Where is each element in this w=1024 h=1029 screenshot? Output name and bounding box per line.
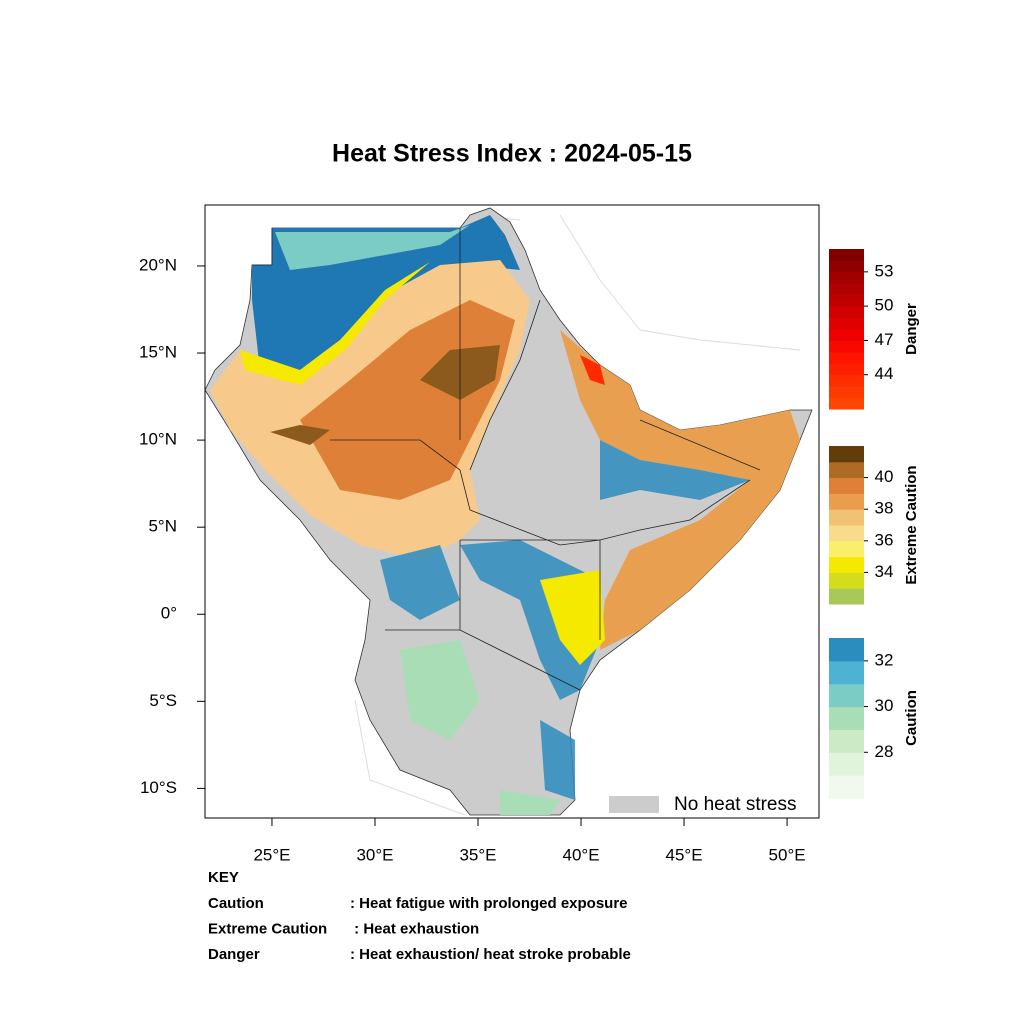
colorbar-band — [829, 660, 864, 685]
y-tick-label: 20°N — [139, 255, 177, 274]
colorbar-band — [829, 329, 864, 341]
colorbar-band — [829, 446, 864, 463]
y-tick-label: 10°S — [140, 778, 177, 797]
key-term: Caution — [208, 895, 264, 912]
colorbar-tick-label: 53 — [875, 261, 894, 280]
x-tick-label: 35°E — [459, 845, 496, 864]
key-description: : Heat fatigue with prolonged exposure — [350, 895, 628, 912]
danger-coast — [580, 355, 605, 385]
colorbar-title: Danger — [903, 303, 920, 355]
colorbar-title: Caution — [903, 690, 920, 746]
colorbar-band — [829, 540, 864, 558]
colorbar-band — [829, 271, 864, 284]
x-tick-label: 40°E — [563, 845, 600, 864]
colorbar-band — [829, 572, 864, 589]
extreme-caution-horn — [560, 330, 800, 650]
colorbar-band — [829, 638, 864, 662]
colorbar-tick-label: 47 — [875, 330, 894, 349]
colorbar-band — [829, 340, 864, 353]
colorbar-band — [829, 775, 864, 799]
plot-frame — [204, 204, 820, 819]
y-tick-label: 5°S — [149, 691, 177, 710]
key: KEY Caution : Heat fatigue with prolonged … — [208, 869, 631, 963]
colorbar-band — [829, 294, 864, 307]
colorbar-band — [829, 351, 864, 364]
colorbar-band — [829, 752, 864, 776]
key-title: KEY — [208, 869, 239, 886]
colorbar-band — [829, 556, 864, 573]
colorbar-band — [829, 477, 864, 494]
colorbar-tick-label: 44 — [875, 364, 894, 383]
colorbars: 53 50 47 44 Danger 40 38 36 34 Extreme Caution 32 3… — [829, 249, 920, 799]
caution-tanzania — [400, 640, 560, 815]
colorbar-band — [829, 588, 864, 605]
colorbar-band — [829, 260, 864, 273]
x-tick-label: 25°E — [253, 845, 290, 864]
colorbar-tick-label: 28 — [875, 742, 894, 761]
colorbar-tick-label: 50 — [875, 296, 894, 315]
colorbar-band — [829, 706, 864, 730]
borders — [252, 228, 761, 691]
key-term: Danger — [208, 946, 260, 963]
key-description: : Heat exhaustion/ heat stroke probable — [350, 946, 631, 963]
x-tick-label: 30°E — [356, 845, 393, 864]
colorbar-tick-label: 38 — [875, 499, 894, 518]
colorbar-band — [829, 374, 864, 387]
yellow-band — [240, 262, 430, 385]
colorbar-tick-label: 40 — [875, 467, 894, 486]
colorbar-band — [829, 525, 864, 542]
colorbar-band — [829, 306, 864, 319]
y-tick-label: 5°N — [148, 517, 177, 536]
key-term: Extreme Caution — [208, 920, 327, 937]
colorbar-tick-label: 36 — [875, 530, 894, 549]
map — [205, 207, 813, 816]
yellow-kenya — [540, 570, 605, 665]
colorbar-band — [829, 283, 864, 296]
colorbar-title: Extreme Caution — [903, 465, 920, 584]
colorbar-tick-label: 32 — [875, 650, 894, 669]
y-tick-label: 0° — [161, 604, 177, 623]
colorbar-band — [829, 386, 864, 399]
axes: 25°E 30°E 35°E 40°E 45°E 50°E 20°N 15°N 10°N 5°N 0… — [139, 255, 806, 864]
x-tick-label: 50°E — [769, 845, 806, 864]
no-stress-label: No heat stress — [674, 794, 797, 815]
no-stress-swatch — [609, 796, 659, 813]
colorbar-band — [829, 397, 864, 410]
colorbar-band — [829, 249, 864, 261]
key-description: : Heat exhaustion — [350, 920, 479, 937]
y-tick-label: 15°N — [139, 343, 177, 362]
x-tick-label: 45°E — [666, 845, 703, 864]
chart-title: Heat Stress Index : 2024-05-15 — [332, 140, 692, 168]
extreme-caution-hot — [270, 345, 500, 445]
colorbar-band — [829, 363, 864, 376]
colorbar-band — [829, 729, 864, 753]
y-tick-label: 10°N — [139, 430, 177, 449]
colorbar-band — [829, 509, 864, 526]
colorbar-tick-label: 30 — [875, 696, 894, 715]
colorbar-band — [829, 493, 864, 510]
colorbar-band — [829, 461, 864, 479]
colorbar-band — [829, 683, 864, 708]
colorbar-tick-label: 34 — [875, 562, 894, 581]
colorbar-band — [829, 317, 864, 330]
caution-light-north — [275, 225, 470, 270]
